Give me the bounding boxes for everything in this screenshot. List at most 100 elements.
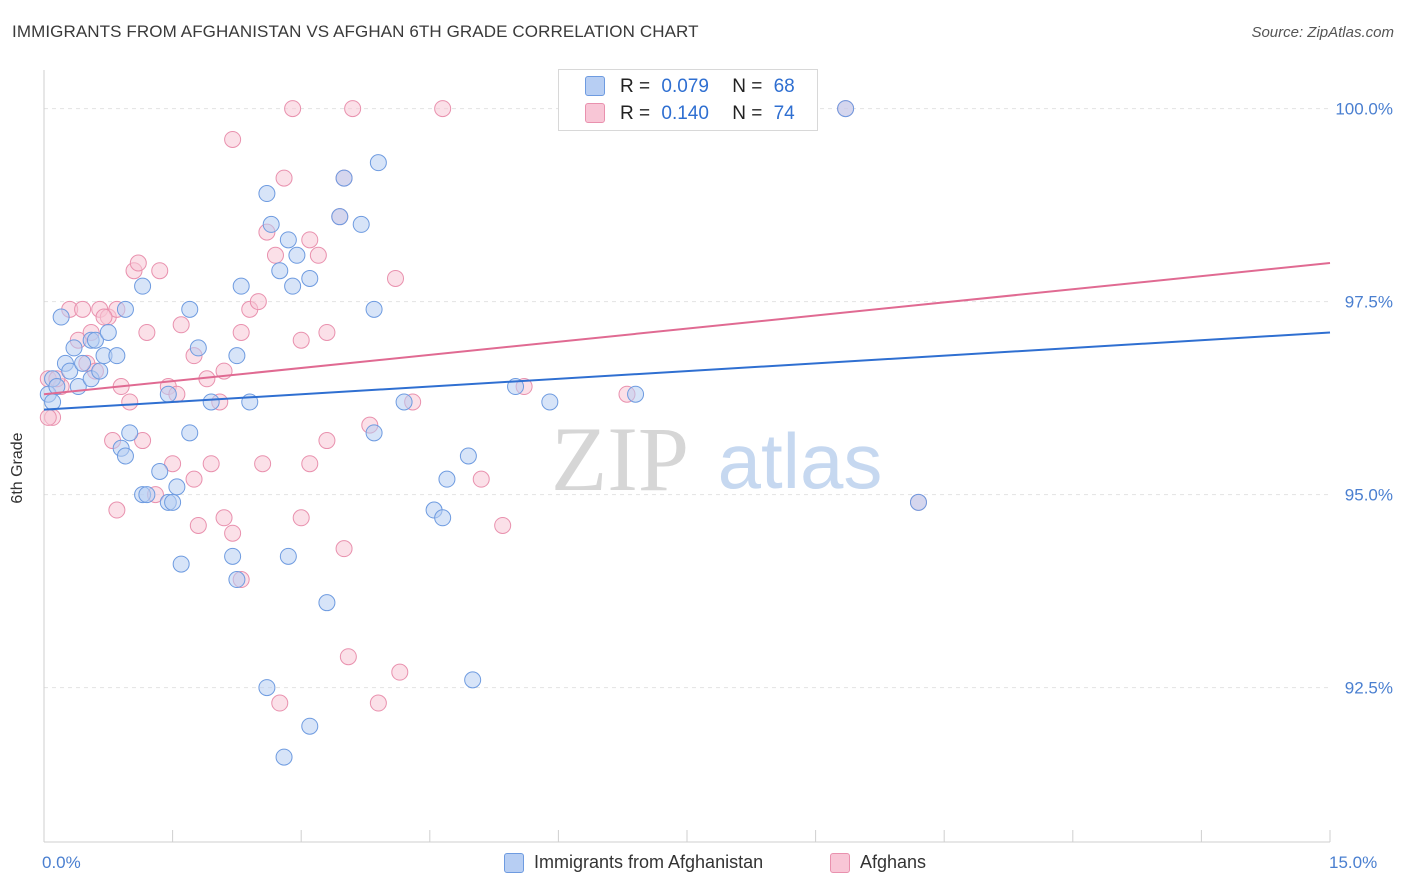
- data-point: [279, 231, 297, 249]
- data-point: [164, 455, 182, 473]
- data-point: [365, 424, 383, 442]
- data-point: [164, 493, 182, 511]
- bottom-legend-swatch-blue: [504, 852, 524, 873]
- data-point: [121, 393, 139, 411]
- correlation-legend: R = 0.079 N = 68 R = 0.140 N = 74: [558, 69, 818, 131]
- data-point: [279, 547, 297, 565]
- data-point: [224, 547, 242, 565]
- data-point: [288, 246, 306, 264]
- data-point: [266, 246, 284, 264]
- data-point: [254, 455, 272, 473]
- data-point: [232, 323, 250, 341]
- data-point: [909, 493, 927, 511]
- data-point: [365, 300, 383, 318]
- data-point: [258, 679, 276, 697]
- bottom-legend-blue: Immigrants from Afghanistan: [504, 852, 763, 873]
- data-point: [134, 432, 152, 450]
- data-point: [275, 748, 293, 766]
- data-point: [134, 277, 152, 295]
- x-tick-max: 15.0%: [1329, 853, 1378, 872]
- data-point: [65, 339, 83, 357]
- data-point: [258, 185, 276, 203]
- data-point: [159, 385, 177, 403]
- legend-n-value: 68: [773, 76, 795, 97]
- data-point: [99, 323, 117, 341]
- data-point: [494, 516, 512, 534]
- data-point: [52, 308, 70, 326]
- data-point: [202, 393, 220, 411]
- data-point: [121, 424, 139, 442]
- y-tick-label: 97.5%: [1345, 293, 1393, 312]
- data-point: [91, 362, 109, 380]
- data-point: [108, 501, 126, 519]
- chart-title: IMMIGRANTS FROM AFGHANISTAN VS AFGHAN 6T…: [12, 22, 699, 41]
- data-point: [292, 509, 310, 527]
- data-point: [189, 516, 207, 534]
- data-point: [301, 231, 319, 249]
- data-point: [138, 323, 156, 341]
- data-point: [335, 540, 353, 558]
- data-point: [189, 339, 207, 357]
- data-point: [232, 277, 250, 295]
- data-point: [837, 100, 855, 118]
- data-point: [39, 408, 57, 426]
- legend-n-label: N =: [732, 103, 763, 124]
- data-point: [541, 393, 559, 411]
- data-point: [301, 717, 319, 735]
- data-point: [438, 470, 456, 488]
- legend-n-label: N =: [732, 76, 763, 97]
- data-point: [434, 100, 452, 118]
- data-point: [292, 331, 310, 349]
- data-point: [249, 293, 267, 311]
- data-point: [74, 300, 92, 318]
- data-point: [464, 671, 482, 689]
- data-point: [331, 208, 349, 226]
- trend-line-blue: [43, 331, 1331, 411]
- data-point: [138, 486, 156, 504]
- data-point: [172, 555, 190, 573]
- data-point: [262, 215, 280, 233]
- watermark-zip: ZIP: [551, 408, 689, 510]
- legend-r-value: 0.079: [661, 76, 709, 97]
- data-point: [61, 362, 79, 380]
- data-point: [224, 524, 242, 542]
- watermark-atlas: atlas: [718, 417, 883, 505]
- data-point: [228, 347, 246, 365]
- data-point: [309, 246, 327, 264]
- data-point: [129, 254, 147, 272]
- data-point: [339, 648, 357, 666]
- data-point: [48, 378, 66, 396]
- legend-swatch-blue: [585, 76, 605, 96]
- bottom-legend-label-pink: Afghans: [860, 852, 927, 872]
- data-point: [74, 354, 92, 372]
- data-point: [344, 100, 362, 118]
- data-point: [352, 215, 370, 233]
- data-point: [275, 169, 293, 187]
- trend-line-pink: [43, 262, 1331, 396]
- data-point: [369, 154, 387, 172]
- legend-r-label: R =: [620, 103, 651, 124]
- data-point: [95, 308, 113, 326]
- axes: [43, 70, 1331, 843]
- data-point: [151, 462, 169, 480]
- source-label: Source: ZipAtlas.com: [1251, 24, 1394, 41]
- legend-r-value: 0.140: [661, 103, 709, 124]
- data-point: [434, 509, 452, 527]
- data-point: [116, 447, 134, 465]
- data-point: [44, 393, 62, 411]
- data-point: [472, 470, 490, 488]
- data-point: [335, 169, 353, 187]
- data-point: [301, 455, 319, 473]
- bottom-legend-swatch-pink: [830, 852, 850, 873]
- data-point: [387, 269, 405, 287]
- y-tick-label: 100.0%: [1335, 100, 1393, 119]
- bottom-legend-pink: Afghans: [830, 852, 926, 873]
- data-point: [224, 130, 242, 148]
- data-point: [172, 316, 190, 334]
- y-tick-labels: 92.5% 95.0% 97.5% 100.0%: [1335, 100, 1393, 698]
- y-tick-label: 95.0%: [1345, 486, 1393, 505]
- data-point: [369, 694, 387, 712]
- data-point: [627, 385, 645, 403]
- data-point: [181, 300, 199, 318]
